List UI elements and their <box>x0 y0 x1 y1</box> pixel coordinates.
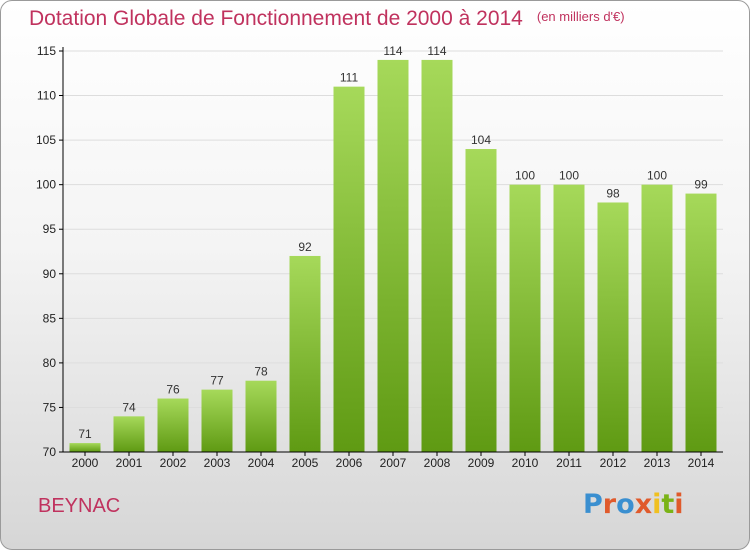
data-label: 104 <box>471 133 491 147</box>
x-tick-label: 2011 <box>556 456 582 470</box>
bar <box>641 184 673 452</box>
bar <box>289 255 321 452</box>
chart-unit: (en milliers d'€) <box>536 9 625 24</box>
x-tick-label: 2007 <box>380 456 407 470</box>
data-label: 92 <box>298 240 312 254</box>
data-labels: 71 74 76 77 78 92 111 114 114 104 100 100 98 100 99 <box>78 44 708 441</box>
data-label: 99 <box>694 178 708 192</box>
x-tick-label: 2005 <box>292 456 319 470</box>
x-tick-label: 2014 <box>688 456 715 470</box>
y-tick-label: 85 <box>43 311 57 325</box>
data-label: 100 <box>559 169 579 183</box>
logo-letter: t <box>661 489 675 520</box>
x-tick-label: 2012 <box>600 456 627 470</box>
data-label: 111 <box>340 71 359 85</box>
bar <box>685 193 717 453</box>
y-tick-label: 80 <box>43 356 57 370</box>
y-tick-label: 70 <box>43 445 57 459</box>
x-tick-label: 2008 <box>424 456 451 470</box>
chart-title-text: Dotation Globale de Fonctionnement de 20… <box>29 7 523 30</box>
x-tick-label: 2010 <box>512 456 539 470</box>
bars <box>69 59 717 453</box>
axes: 70 75 80 85 90 95 100 105 110 115 2000 2001 2002 2003… <box>36 44 723 470</box>
bar <box>333 86 365 453</box>
commune-name: BEYNAC <box>38 495 121 517</box>
y-tick-label: 90 <box>43 267 57 281</box>
data-label: 74 <box>122 400 136 414</box>
y-tick-label: 75 <box>43 400 57 414</box>
logo-letter: o <box>616 489 635 520</box>
bar <box>245 380 277 452</box>
bar <box>509 184 541 452</box>
logo-letter: r <box>602 489 617 520</box>
logo-letter: x <box>634 489 653 520</box>
x-tick-label: 2004 <box>248 456 275 470</box>
proxiti-logo: Proxiti <box>583 489 684 520</box>
x-tick-label: 2001 <box>116 456 143 470</box>
bar <box>465 149 497 452</box>
data-label: 114 <box>427 44 446 58</box>
bar <box>201 389 233 452</box>
data-label: 100 <box>647 169 667 183</box>
x-tick-label: 2000 <box>72 456 99 470</box>
bar <box>421 59 453 453</box>
data-label: 76 <box>166 383 180 397</box>
data-label: 100 <box>515 169 535 183</box>
y-tick-label: 110 <box>37 89 56 103</box>
bar <box>553 184 585 452</box>
data-label: 78 <box>254 365 268 379</box>
data-label: 71 <box>78 427 92 441</box>
bar <box>377 59 409 453</box>
x-tick-label: 2013 <box>644 456 671 470</box>
x-tick-label: 2006 <box>336 456 363 470</box>
logo-letter: P <box>583 489 603 520</box>
bar <box>69 443 101 452</box>
logo-letter: i <box>652 489 662 520</box>
x-tick-label: 2009 <box>468 456 495 470</box>
bar <box>597 202 629 452</box>
y-tick-label: 100 <box>36 178 56 192</box>
logo-letter: i <box>674 489 684 520</box>
x-tick-label: 2002 <box>160 456 187 470</box>
bar <box>157 398 189 452</box>
data-label: 114 <box>383 44 402 58</box>
y-tick-label: 115 <box>37 44 56 58</box>
chart-title: Dotation Globale de Fonctionnement de 20… <box>29 7 625 31</box>
data-label: 98 <box>606 186 620 200</box>
data-label: 77 <box>210 374 224 388</box>
y-tick-label: 95 <box>43 222 57 236</box>
y-tick-label: 105 <box>36 133 56 147</box>
bar <box>113 416 145 452</box>
x-tick-label: 2003 <box>204 456 231 470</box>
